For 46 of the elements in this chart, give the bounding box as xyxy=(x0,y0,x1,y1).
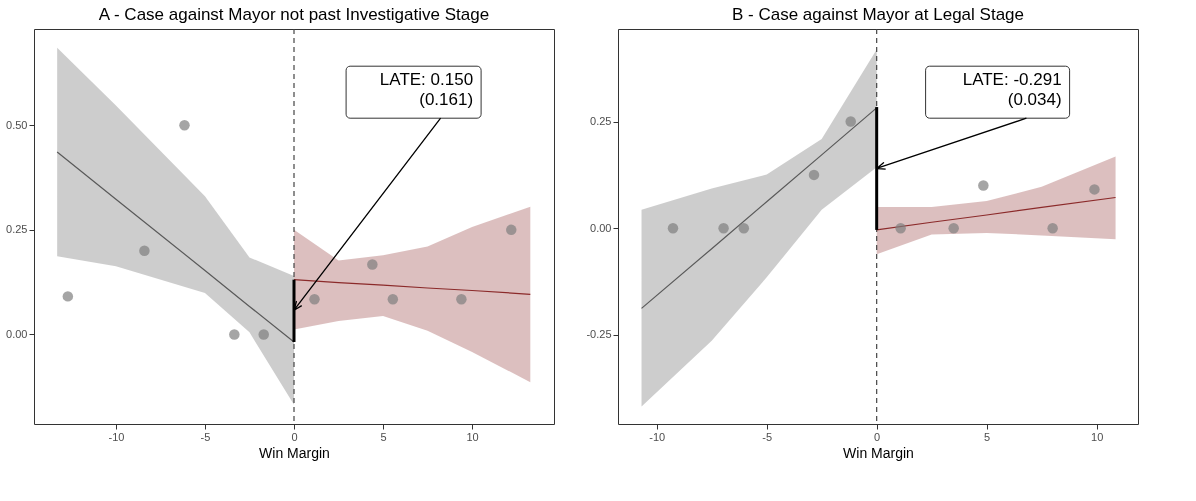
x-tick-label: 0 xyxy=(874,430,881,443)
x-tick-label: 10 xyxy=(466,430,479,443)
chart-title: A - Case against Mayor not past Investigative Stage xyxy=(98,5,490,25)
point xyxy=(808,169,820,181)
x-tick-label: -5 xyxy=(200,430,211,443)
y-tick-label: 0.25 xyxy=(590,115,612,128)
point xyxy=(179,120,190,131)
x-tick-label: -10 xyxy=(649,430,666,443)
y-tick-label: -0.25 xyxy=(586,328,612,341)
point xyxy=(895,222,906,234)
x-tick-label: -5 xyxy=(762,430,773,443)
y-tick-label: 0.50 xyxy=(6,118,28,131)
line-series xyxy=(640,107,878,309)
point xyxy=(387,294,399,305)
point xyxy=(667,222,679,234)
point xyxy=(978,180,989,191)
x-tick-label: -10 xyxy=(108,430,125,443)
line-series xyxy=(293,279,531,295)
point xyxy=(718,222,729,234)
point xyxy=(367,259,378,270)
point xyxy=(845,116,856,127)
annotation: LATE: 0.150 (0.161) xyxy=(379,70,474,110)
x-tick-label: 10 xyxy=(1091,430,1104,443)
point xyxy=(1089,184,1100,195)
x-axis-title: Win Margin xyxy=(259,444,330,461)
point xyxy=(948,222,959,234)
x-tick-label: 5 xyxy=(984,430,991,443)
x-axis-title: Win Margin xyxy=(843,444,914,461)
y-tick-label: 0.25 xyxy=(6,223,28,236)
point xyxy=(229,329,240,340)
point xyxy=(506,224,517,236)
point xyxy=(738,222,750,234)
y-tick-label: 0.00 xyxy=(590,221,612,234)
x-tick-label: 5 xyxy=(380,430,387,443)
point xyxy=(258,329,269,340)
point xyxy=(139,245,150,256)
line-series xyxy=(56,151,295,343)
point xyxy=(1047,222,1058,234)
point xyxy=(456,294,467,305)
annotation: LATE: -0.291 (0.034) xyxy=(962,70,1062,110)
point xyxy=(62,291,74,302)
chart-title: B - Case against Mayor at Legal Stage xyxy=(732,5,1024,25)
y-tick-label: 0.00 xyxy=(6,327,28,340)
line-series xyxy=(876,196,1117,231)
point xyxy=(309,294,320,305)
x-tick-label: 0 xyxy=(291,430,298,443)
